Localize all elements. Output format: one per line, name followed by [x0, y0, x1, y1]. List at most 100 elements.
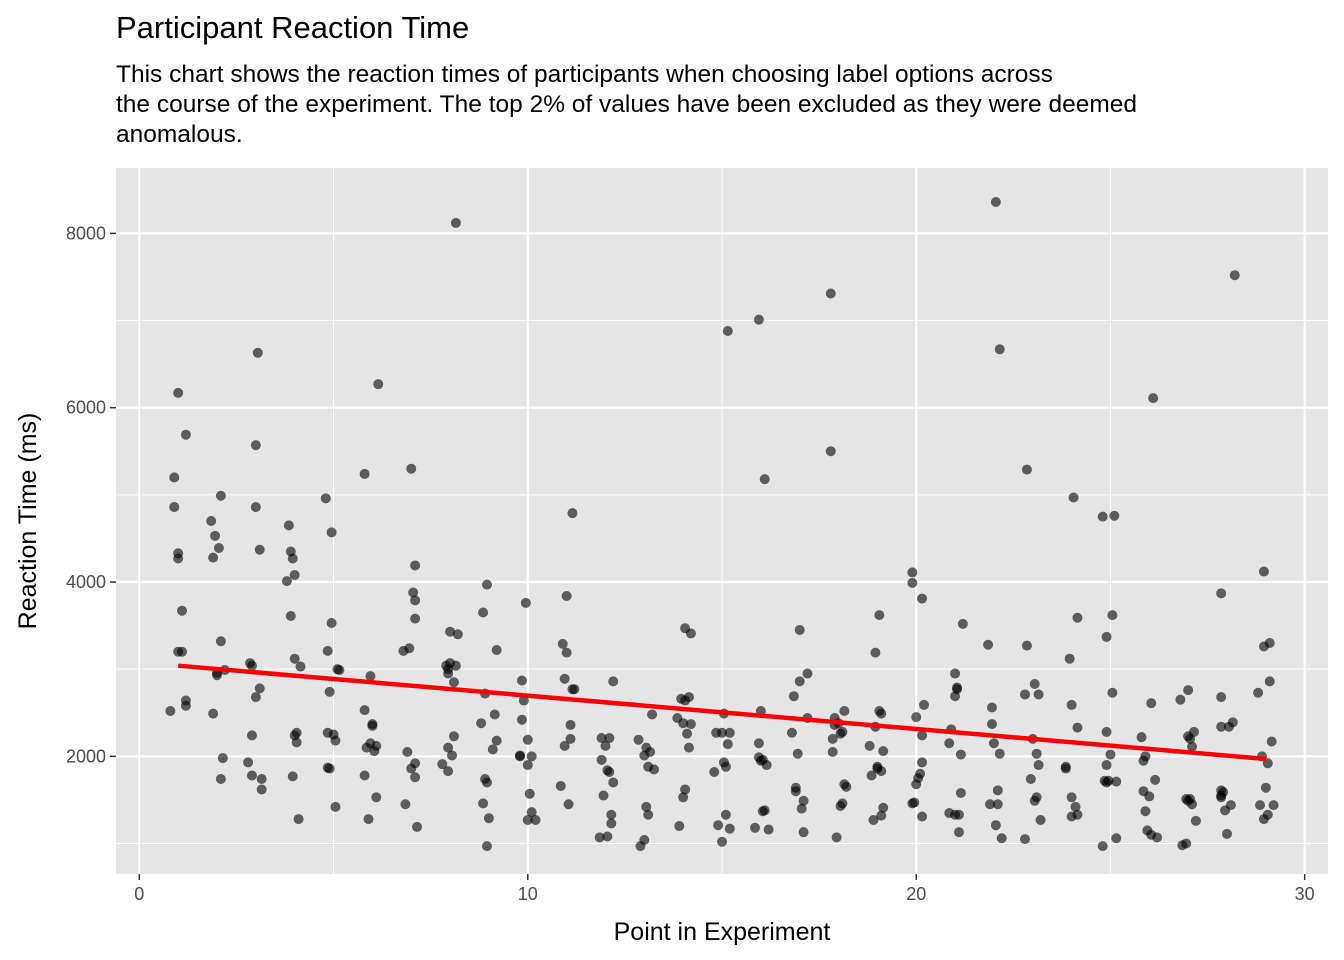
data-point	[448, 731, 459, 742]
data-point	[246, 770, 257, 781]
data-point	[450, 217, 461, 228]
data-point	[680, 784, 691, 795]
data-point	[515, 751, 525, 762]
data-point	[957, 618, 968, 629]
data-point	[1146, 698, 1157, 709]
data-point	[250, 692, 261, 703]
data-point	[1111, 833, 1122, 844]
data-point	[215, 636, 226, 647]
data-point	[481, 841, 492, 852]
data-point	[1097, 511, 1108, 522]
data-point	[1260, 782, 1271, 793]
data-point	[557, 638, 568, 649]
data-point	[324, 763, 335, 774]
data-point	[986, 702, 997, 713]
data-point	[173, 387, 184, 398]
data-point	[487, 744, 498, 755]
data-point	[491, 644, 502, 655]
data-point	[1253, 687, 1264, 698]
data-point	[1268, 800, 1279, 811]
data-point	[713, 820, 724, 831]
data-point	[320, 493, 331, 504]
data-point	[371, 792, 382, 803]
data-point	[1020, 834, 1030, 845]
data-point	[649, 764, 660, 775]
data-point	[1227, 717, 1238, 728]
data-point	[1066, 792, 1077, 803]
y-tick-label: 2000	[66, 746, 106, 766]
data-point	[641, 801, 652, 812]
data-point	[1064, 653, 1075, 664]
data-point	[639, 835, 650, 846]
data-point	[600, 740, 611, 751]
data-point	[254, 544, 265, 555]
data-point	[452, 629, 463, 640]
data-point	[404, 643, 415, 654]
x-tick-label: 0	[134, 884, 144, 904]
data-point	[326, 527, 337, 538]
data-point	[917, 811, 928, 822]
chart-subtitle: This chart shows the reaction times of p…	[116, 61, 1138, 148]
data-point	[1218, 787, 1229, 798]
data-point	[868, 814, 879, 825]
data-point	[410, 772, 421, 783]
data-point	[1183, 685, 1194, 696]
data-point	[602, 831, 613, 842]
data-point	[794, 676, 805, 687]
data-point	[516, 675, 527, 686]
data-point	[1025, 773, 1036, 784]
data-point	[1020, 689, 1030, 700]
data-point	[986, 719, 997, 730]
data-point	[367, 720, 378, 731]
data-point	[443, 668, 454, 679]
data-point	[180, 700, 191, 711]
data-point	[177, 646, 188, 657]
data-point	[917, 593, 928, 604]
data-point	[1136, 732, 1147, 743]
data-point	[373, 379, 384, 390]
data-point	[878, 746, 889, 757]
data-point	[250, 502, 261, 513]
data-point	[917, 730, 928, 741]
data-point	[674, 821, 685, 832]
data-point	[1111, 776, 1122, 787]
data-point	[359, 705, 370, 716]
data-point	[763, 824, 774, 835]
data-point	[215, 773, 226, 784]
data-point	[217, 753, 228, 764]
data-point	[1072, 809, 1083, 820]
data-point	[1140, 751, 1151, 762]
data-point	[788, 691, 799, 702]
data-point	[988, 738, 999, 749]
data-point	[410, 758, 421, 769]
data-point	[1181, 838, 1192, 849]
data-point	[917, 757, 928, 768]
data-point	[1107, 610, 1118, 621]
data-point	[724, 823, 735, 834]
data-point	[790, 786, 801, 797]
data-point	[955, 787, 966, 798]
data-point	[944, 738, 955, 749]
data-point	[786, 727, 797, 738]
data-point	[410, 560, 421, 571]
data-point	[876, 708, 887, 719]
data-point	[608, 676, 619, 687]
data-point	[685, 719, 696, 730]
data-point	[1109, 510, 1120, 521]
data-point	[526, 807, 537, 818]
data-point	[876, 766, 887, 777]
data-point	[827, 746, 838, 757]
data-point	[994, 344, 1005, 355]
data-point	[450, 660, 461, 671]
data-point	[563, 799, 574, 810]
data-point	[165, 706, 176, 717]
data-point	[445, 626, 456, 637]
data-point	[1031, 792, 1042, 803]
data-point	[1216, 721, 1227, 732]
data-point	[753, 738, 764, 749]
data-point	[478, 798, 489, 809]
data-point	[802, 668, 813, 679]
data-point	[606, 818, 617, 829]
data-point	[489, 709, 500, 720]
data-point	[1187, 799, 1198, 810]
